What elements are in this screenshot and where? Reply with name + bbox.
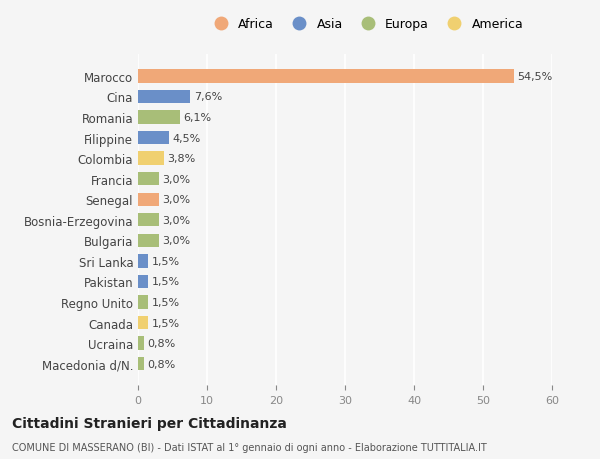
Text: 3,0%: 3,0% [162,236,190,246]
Bar [138,275,148,289]
Bar [138,316,148,330]
Bar [138,70,514,84]
Text: 1,5%: 1,5% [152,318,180,328]
Text: 3,0%: 3,0% [162,195,190,205]
Bar [138,193,158,207]
Bar [138,337,143,350]
Text: Cittadini Stranieri per Cittadinanza: Cittadini Stranieri per Cittadinanza [12,416,287,430]
Text: 1,5%: 1,5% [152,297,180,308]
Text: COMUNE DI MASSERANO (BI) - Dati ISTAT al 1° gennaio di ogni anno - Elaborazione : COMUNE DI MASSERANO (BI) - Dati ISTAT al… [12,442,487,452]
Text: 6,1%: 6,1% [184,113,212,123]
Bar [138,132,169,145]
Bar [138,357,143,370]
Text: 1,5%: 1,5% [152,256,180,266]
Text: 0,8%: 0,8% [147,338,175,348]
Text: 54,5%: 54,5% [517,72,553,82]
Bar [138,296,148,309]
Bar [138,90,190,104]
Bar [138,234,158,247]
Bar [138,255,148,268]
Text: 7,6%: 7,6% [194,92,222,102]
Text: 3,0%: 3,0% [162,174,190,185]
Text: 1,5%: 1,5% [152,277,180,287]
Text: 3,0%: 3,0% [162,215,190,225]
Text: 4,5%: 4,5% [173,133,201,143]
Text: 0,8%: 0,8% [147,359,175,369]
Legend: Africa, Asia, Europa, America: Africa, Asia, Europa, America [208,18,523,31]
Bar [138,213,158,227]
Bar [138,152,164,165]
Bar [138,173,158,186]
Bar [138,111,180,124]
Text: 3,8%: 3,8% [167,154,196,164]
